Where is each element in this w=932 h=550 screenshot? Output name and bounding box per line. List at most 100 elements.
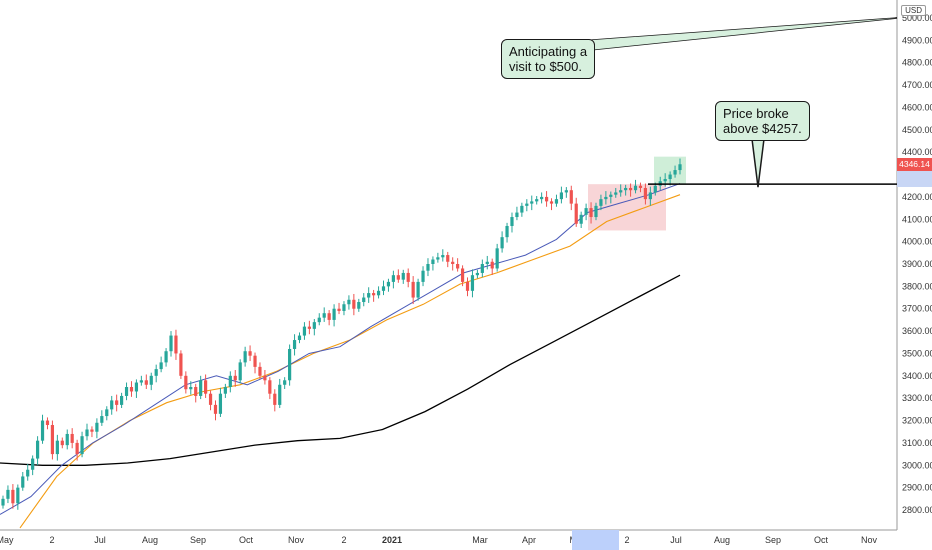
candle-body [317, 317, 321, 323]
candle-body [564, 190, 568, 193]
candle-body [446, 255, 450, 262]
annotation-breakout-callout[interactable]: Price broke above $4257. [715, 101, 810, 141]
x-tick-label: Sep [190, 535, 206, 545]
candle-body [436, 257, 440, 260]
candle-body [60, 440, 64, 446]
candle-body [184, 375, 188, 390]
candle-body [45, 420, 50, 426]
candle-body [624, 187, 628, 191]
currency-unit-badge[interactable]: USD [901, 5, 926, 16]
x-tick-label: 2021 [382, 535, 402, 545]
candle-body [421, 270, 425, 282]
candle-body [362, 297, 366, 303]
y-tick-label: 3000.00 [902, 460, 932, 470]
ma-long-line [0, 274, 681, 466]
candle-body [352, 299, 356, 309]
y-tick-label: 3600.00 [902, 326, 932, 336]
candle-body [278, 384, 282, 405]
x-tick-label: Sep [765, 535, 781, 545]
candle-body [273, 393, 277, 405]
x-axis-highlight [572, 530, 619, 550]
y-tick-label: 3500.00 [902, 348, 932, 358]
candle-body [411, 281, 415, 298]
x-tick-label: 2 [624, 535, 629, 545]
candle-body [451, 261, 455, 264]
candle-body [638, 185, 643, 188]
candle-body [648, 192, 652, 200]
candle-body [470, 275, 475, 291]
x-tick-label: Oct [239, 535, 254, 545]
candle-body [292, 340, 297, 349]
candle-body [559, 192, 564, 200]
candle-body [485, 261, 489, 264]
candle-body [337, 308, 341, 311]
candle-body [194, 387, 198, 396]
y-tick-label: 3200.00 [902, 416, 932, 426]
candle-body [55, 440, 59, 455]
y-tick-label: 3300.00 [902, 393, 932, 403]
candle-body [208, 393, 213, 405]
candle-body [1, 498, 5, 506]
x-tick-label: Aug [142, 535, 158, 545]
candle-body [213, 404, 218, 414]
candle-body [525, 203, 529, 206]
last-price-label: 4346.14 [897, 158, 932, 171]
candle-body [663, 179, 667, 182]
y-tick-label: 5000.00 [902, 13, 932, 23]
x-tick-label: May [0, 535, 14, 545]
y-tick-label: 4000.00 [902, 237, 932, 247]
candle-body [179, 353, 183, 376]
candle-body [70, 433, 74, 443]
candle-body [535, 199, 539, 202]
y-tick-label: 2800.00 [902, 505, 932, 515]
candle-body [105, 409, 109, 417]
candle-body [510, 217, 514, 226]
candle-body [554, 199, 559, 204]
x-tick-label: Nov [288, 535, 305, 545]
candle-body [456, 264, 460, 269]
candle-body [218, 393, 223, 414]
y-tick-label: 4400.00 [902, 147, 932, 157]
candle-body [619, 190, 623, 193]
candle-body [406, 272, 410, 282]
candle-body [85, 429, 89, 437]
candle-body [401, 272, 405, 280]
candle-body [144, 380, 148, 385]
candle-body [238, 362, 242, 381]
candle-body [312, 322, 316, 329]
candle-body [460, 268, 465, 282]
annotation-target-callout[interactable]: Anticipating a visit to $500. [501, 39, 596, 79]
candle-body [75, 442, 79, 455]
candle-body [50, 425, 55, 455]
candle-body [480, 264, 484, 273]
candle-body [31, 458, 35, 470]
x-tick-label: Nov [861, 535, 878, 545]
candle-body [599, 199, 603, 206]
candle-body [500, 237, 504, 249]
y-tick-label: 4500.00 [902, 125, 932, 135]
candle-body [154, 369, 158, 376]
candle-body [490, 261, 494, 269]
y-tick-label: 3800.00 [902, 281, 932, 291]
x-tick-label: 2 [341, 535, 346, 545]
candle-body [283, 380, 287, 385]
x-tick-label: Jul [670, 535, 682, 545]
candle-body [297, 335, 302, 341]
candle-body [164, 351, 168, 363]
candle-body [174, 335, 178, 354]
candle-body [609, 194, 613, 197]
candle-body [604, 196, 608, 200]
candle-body [199, 380, 203, 396]
candle-body [431, 259, 435, 264]
candle-body [243, 351, 247, 363]
y-tick-label: 3400.00 [902, 371, 932, 381]
candle-body [119, 395, 124, 405]
candle-body [233, 375, 237, 381]
target-leader-fill [580, 18, 897, 51]
candle-body [110, 400, 114, 410]
candle-body [21, 476, 25, 488]
candle-body [544, 196, 549, 202]
candle-body [381, 286, 386, 291]
y-tick-label: 3700.00 [902, 304, 932, 314]
